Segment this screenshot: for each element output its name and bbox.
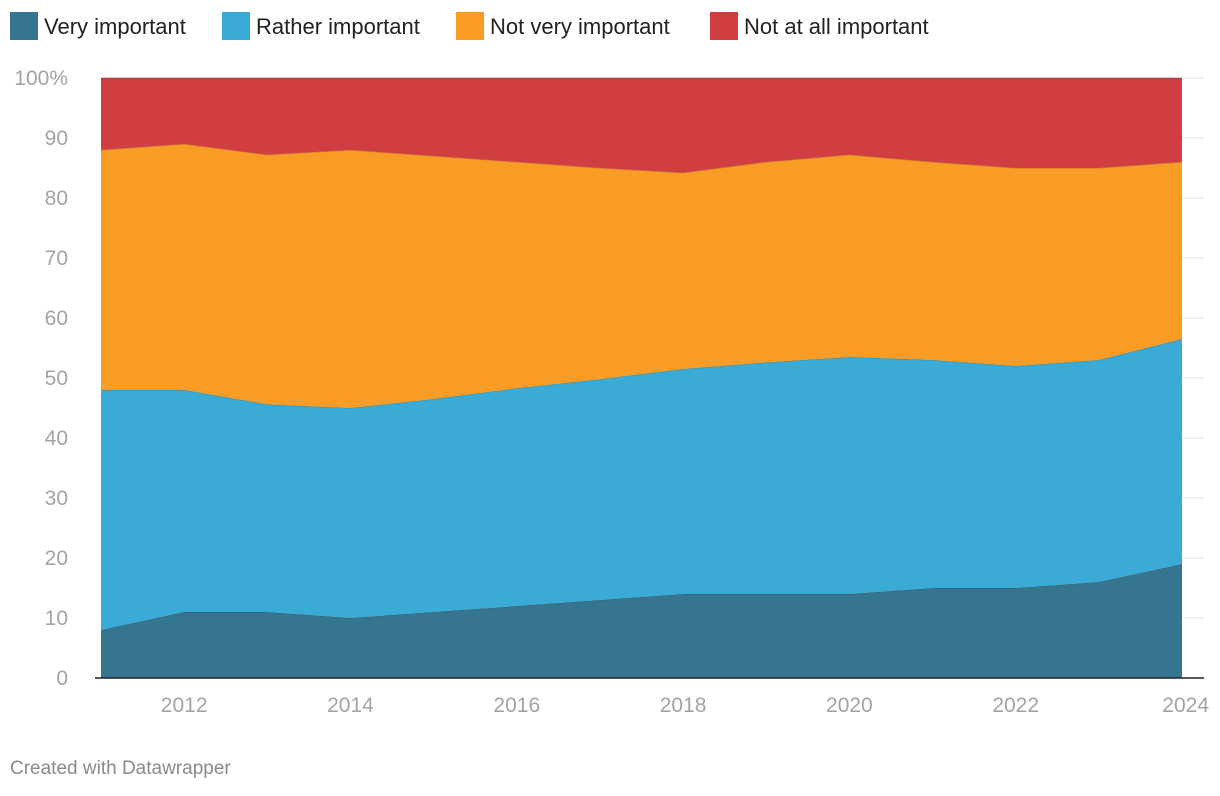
legend-label-not-very-important: Not very important xyxy=(490,14,670,39)
datawrapper-credit: Created with Datawrapper xyxy=(10,758,231,779)
legend-swatch-rather-important xyxy=(222,12,250,40)
x-tick-label: 2022 xyxy=(992,694,1039,717)
y-tick-label: 0 xyxy=(56,667,68,690)
y-tick-label: 100% xyxy=(14,67,68,90)
x-tick-label: 2014 xyxy=(327,694,374,717)
legend-label-not-at-all-important: Not at all important xyxy=(744,14,929,39)
y-axis-tick-labels: 0 10 20 30 40 50 60 70 80 90 100% xyxy=(14,67,68,690)
x-axis-tick-labels: 2012 2014 2016 2018 2020 2022 2024 xyxy=(161,694,1210,717)
legend-label-very-important: Very important xyxy=(44,14,186,39)
legend-swatch-not-very-important xyxy=(456,12,484,40)
legend-swatch-very-important xyxy=(10,12,38,40)
legend: Very important Rather important Not very… xyxy=(10,12,929,40)
area-series xyxy=(100,77,1183,678)
y-tick-label: 80 xyxy=(45,187,68,210)
x-tick-label: 2012 xyxy=(161,694,208,717)
legend-swatch-not-at-all-important xyxy=(710,12,738,40)
y-tick-label: 20 xyxy=(45,547,68,570)
y-tick-label: 70 xyxy=(45,247,68,270)
y-tick-label: 10 xyxy=(45,607,68,630)
y-tick-label: 60 xyxy=(45,307,68,330)
area-not-at-all-important xyxy=(101,78,1182,173)
x-tick-label: 2020 xyxy=(826,694,873,717)
y-tick-label: 40 xyxy=(45,427,68,450)
area-not-very-important xyxy=(101,144,1182,408)
area-rather-important xyxy=(101,339,1182,630)
y-tick-label: 90 xyxy=(45,127,68,150)
y-tick-label: 30 xyxy=(45,487,68,510)
legend-label-rather-important: Rather important xyxy=(256,14,420,39)
x-tick-label: 2016 xyxy=(493,694,540,717)
x-tick-label: 2024 xyxy=(1162,694,1209,717)
area-very-important xyxy=(101,564,1182,678)
x-tick-label: 2018 xyxy=(660,694,707,717)
y-tick-label: 50 xyxy=(45,367,68,390)
